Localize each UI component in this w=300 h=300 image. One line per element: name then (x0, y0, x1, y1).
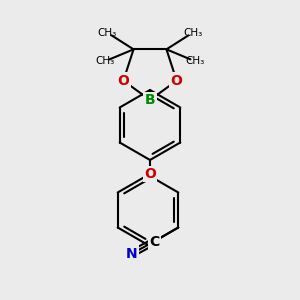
Text: B: B (145, 93, 155, 107)
Text: CH₃: CH₃ (186, 56, 205, 66)
Text: CH₃: CH₃ (184, 28, 203, 38)
Text: N: N (126, 247, 138, 260)
Text: O: O (171, 74, 183, 88)
Text: O: O (144, 167, 156, 181)
Text: C: C (149, 235, 159, 248)
Text: O: O (117, 74, 129, 88)
Text: CH₃: CH₃ (97, 28, 116, 38)
Text: CH₃: CH₃ (95, 56, 114, 66)
